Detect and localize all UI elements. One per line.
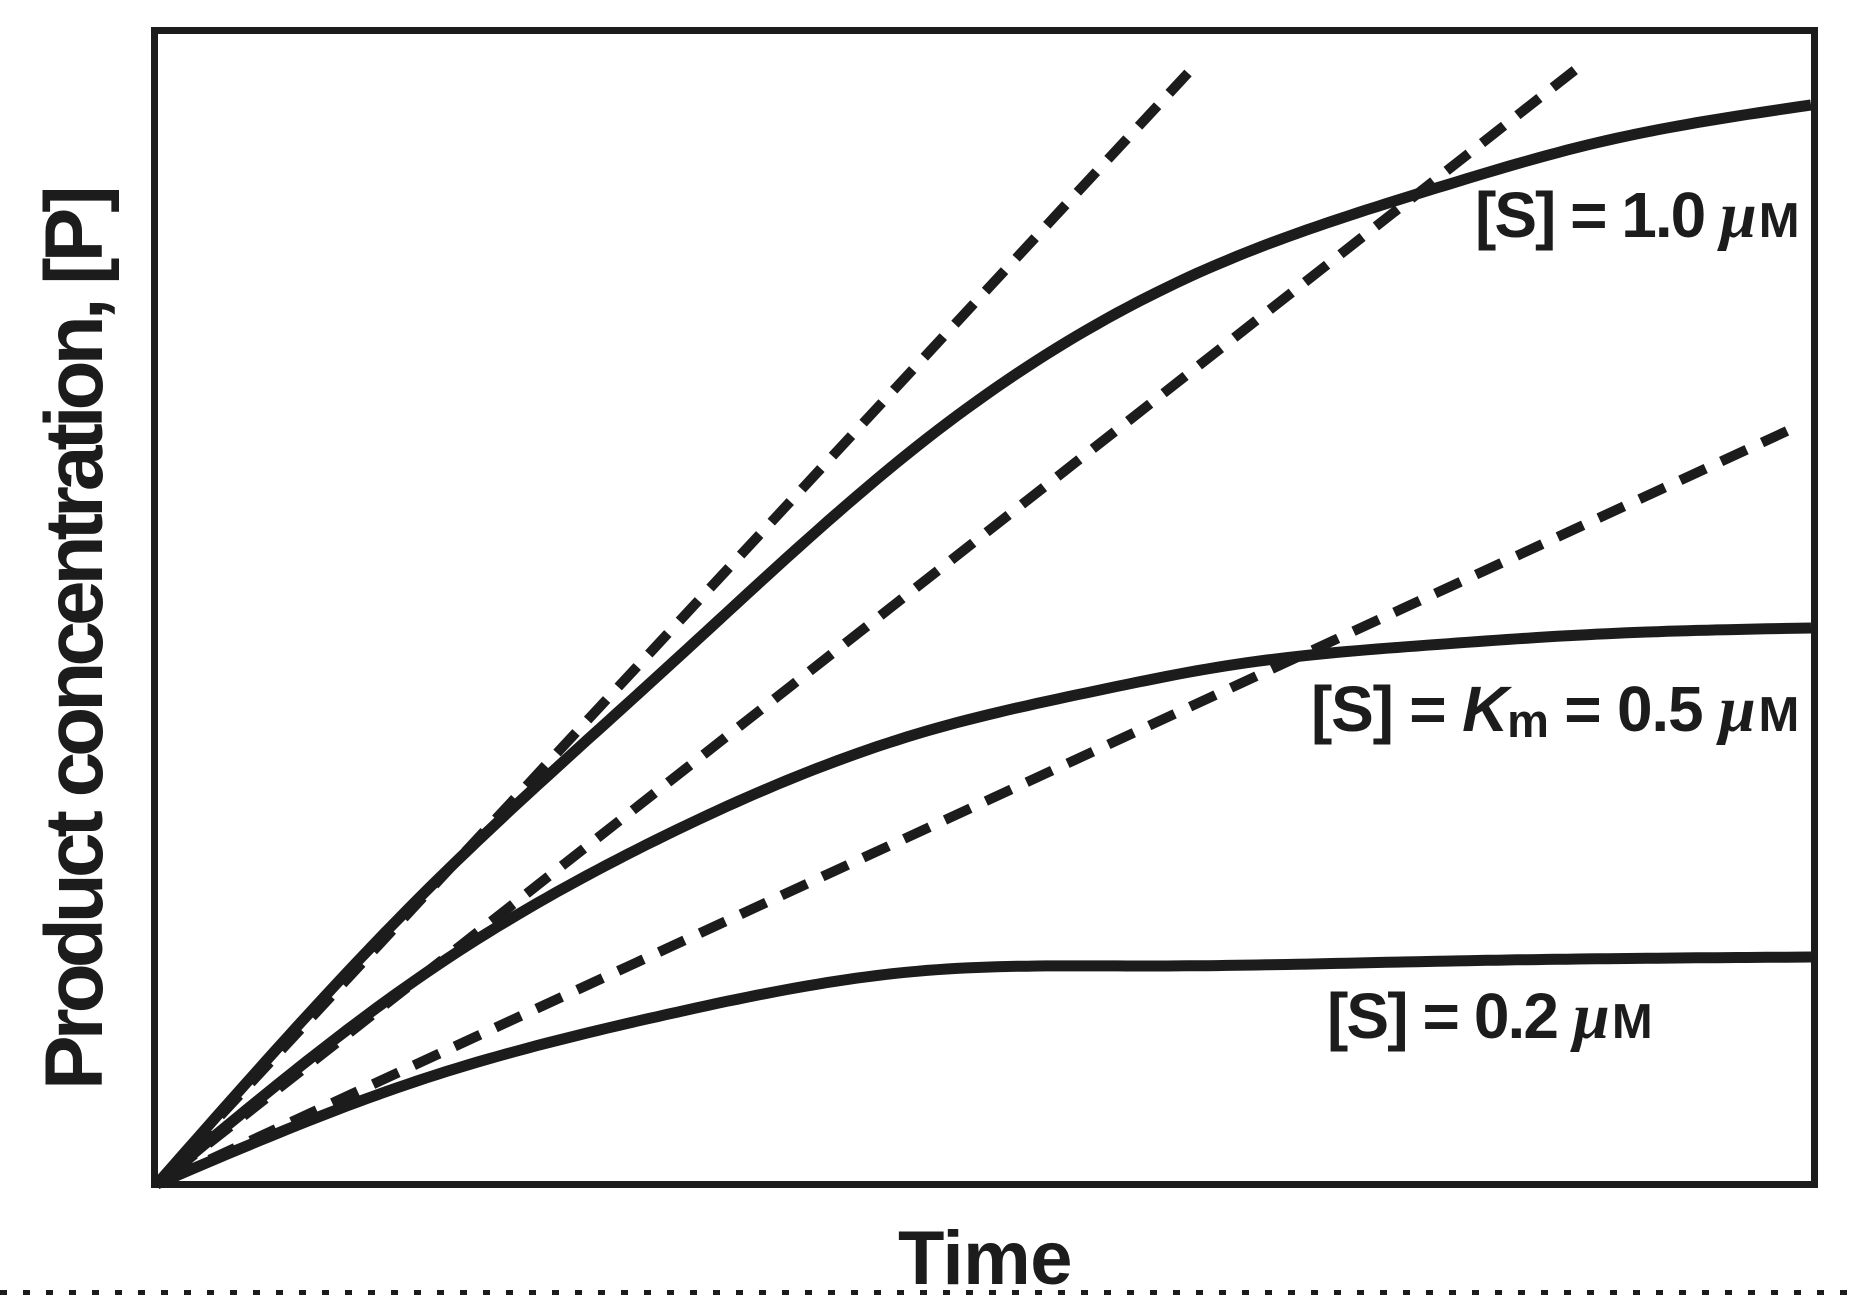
svg-text:[S] = Km = 0.5 μM: [S] = Km = 0.5 μM [1311,673,1798,747]
svg-text:[S] = 0.2 μM: [S] = 0.2 μM [1327,980,1651,1053]
svg-text:[S] = 1.0 μM: [S] = 1.0 μM [1475,179,1798,252]
svg-text:Product concentration, [P]: Product concentration, [P] [29,190,120,1090]
svg-text:Time: Time [898,1216,1072,1300]
